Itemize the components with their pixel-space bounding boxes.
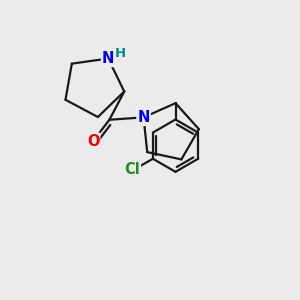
Text: N: N bbox=[137, 110, 150, 125]
Text: Cl: Cl bbox=[124, 162, 140, 177]
Text: O: O bbox=[87, 134, 99, 149]
Text: H: H bbox=[115, 47, 126, 60]
Text: N: N bbox=[102, 51, 114, 66]
